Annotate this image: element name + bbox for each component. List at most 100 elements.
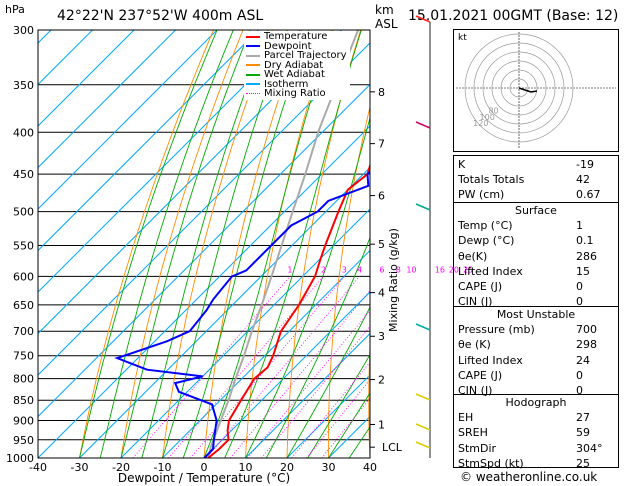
km-label: km [375, 3, 394, 17]
height-tick-label: 7 [378, 138, 385, 151]
hodograph-trace [518, 87, 538, 93]
hpa-label: hPa [5, 3, 25, 16]
temperature-tick-label: -30 [71, 461, 89, 474]
legend: Temperature Dewpoint Parcel Trajectory Dry … [244, 31, 350, 100]
index-value: 304° [576, 441, 603, 455]
dry-adiabat [79, 30, 214, 458]
index-label: CAPE (J) [458, 279, 503, 293]
index-value: 0 [576, 279, 583, 293]
mixing-ratio-label: 10 [406, 265, 416, 274]
surface-panel: Surface Temp (°C) 1 Dewp (°C) 0.1 θe(K) 286 Li… [453, 202, 619, 309]
index-value: 27 [576, 411, 590, 425]
index-label: StmSpd (kt) [458, 456, 524, 470]
legend-swatch [246, 64, 260, 67]
legend-label: Wet Adiabat [264, 69, 325, 80]
index-label: Dewp (°C) [458, 234, 515, 248]
mixing-ratio-line [261, 325, 370, 458]
wet-adiabat [307, 353, 370, 458]
wet-adiabat [120, 30, 251, 458]
mixing-ratio-line [206, 276, 360, 458]
index-label: Totals Totals [458, 173, 525, 187]
pressure-tick-label: 350 [13, 79, 34, 92]
wet-adiabat [286, 306, 370, 458]
dry-adiabat [408, 30, 449, 458]
legend-item: Dry Adiabat [246, 60, 347, 71]
index-row: CAPE (J) 0 [454, 368, 618, 383]
index-row: θe (K) 298 [454, 337, 618, 352]
dry-adiabat [120, 30, 244, 458]
hodograph-ring-label: 100 [480, 113, 495, 122]
index-label: PW (cm) [458, 188, 505, 202]
index-row: CIN (J) 0 [454, 294, 618, 309]
isotherm [38, 30, 342, 335]
pressure-tick-label: 950 [13, 434, 34, 447]
hodograph-ring-label: 120 [473, 119, 488, 128]
dry-adiabat [327, 105, 370, 458]
index-label: CIN (J) [458, 383, 493, 397]
mixing-ratio-axis-label: Mixing Ratio (g/kg) [387, 228, 400, 332]
index-row: EH 27 [454, 410, 618, 425]
legend-label: Parcel Trajectory [264, 50, 347, 61]
legend-item: Dewpoint [246, 41, 347, 52]
legend-swatch [246, 93, 260, 95]
index-value: 0 [576, 368, 583, 382]
legend-label: Isotherm [264, 78, 309, 90]
hodograph-title: Hodograph [505, 396, 567, 409]
pressure-tick-label: 600 [13, 270, 34, 283]
pressure-tick-label: 300 [13, 24, 34, 37]
index-row: PW (cm) 0.67 [454, 187, 618, 202]
index-label: Lifted Index [458, 264, 523, 278]
mixing-ratio-label: 16 [435, 265, 445, 274]
location-title: 42°22'N 237°52'W 400m ASL [57, 8, 264, 24]
isotherm [203, 291, 370, 458]
legend-swatch [246, 35, 260, 38]
index-label: CAPE (J) [458, 368, 503, 382]
wet-adiabat [328, 392, 370, 458]
index-value: 59 [576, 426, 590, 440]
most-unstable-title: Most Unstable [496, 308, 576, 321]
hodograph-ring [500, 69, 538, 107]
mixing-ratio-line [291, 361, 370, 458]
index-value: 286 [576, 249, 597, 263]
index-label: Temp (°C) [458, 219, 513, 233]
pressure-tick-label: 900 [13, 415, 34, 428]
index-value: 0 [576, 383, 583, 397]
dry-adiabat [368, 337, 370, 458]
parcel-trajectory-line [207, 30, 360, 458]
index-row: K -19 [454, 157, 618, 172]
pressure-tick-label: 650 [13, 299, 34, 312]
hodograph-panel: Hodograph EH 27 SREH 59 StmDir 304° StmSpd (kt… [453, 394, 619, 470]
index-row: Lifted Index 15 [454, 264, 618, 279]
wet-adiabat [265, 236, 370, 458]
wind-barb [415, 423, 431, 431]
isotherm [38, 30, 176, 169]
pressure-tick-label: 700 [13, 325, 34, 338]
pressure-tick-label: 850 [13, 394, 34, 407]
lcl-label: LCL [382, 441, 403, 454]
wet-adiabat [182, 30, 310, 458]
isotherm [38, 30, 259, 252]
index-value: 0.1 [576, 234, 594, 248]
legend-swatch [246, 83, 260, 86]
pressure-tick-label: 800 [13, 373, 34, 386]
height-tick-label: 3 [378, 330, 385, 343]
index-value: 0.67 [576, 188, 601, 202]
mixing-ratio-label: 25 [463, 265, 473, 274]
dewpoint-line [114, 170, 370, 458]
index-row: Pressure (mb) 700 [454, 322, 618, 337]
temperature-tick-label: -20 [112, 461, 130, 474]
isotherm [79, 166, 370, 458]
hodograph-unit: kt [458, 33, 467, 43]
hodograph-ring [482, 51, 556, 125]
height-tick-label: 5 [378, 238, 385, 251]
datetime-title: 15.01.2021 00GMT (Base: 12) [408, 8, 619, 24]
index-row: θe(K) 286 [454, 249, 618, 264]
index-row: Totals Totals 42 [454, 172, 618, 187]
temperature-tick-label: 30 [322, 461, 336, 474]
mixing-ratio-label: 4 [357, 265, 362, 274]
copyright: © weatheronline.co.uk [460, 470, 598, 484]
temperature-tick-label: 10 [239, 461, 253, 474]
index-row: CAPE (J) 0 [454, 279, 618, 294]
